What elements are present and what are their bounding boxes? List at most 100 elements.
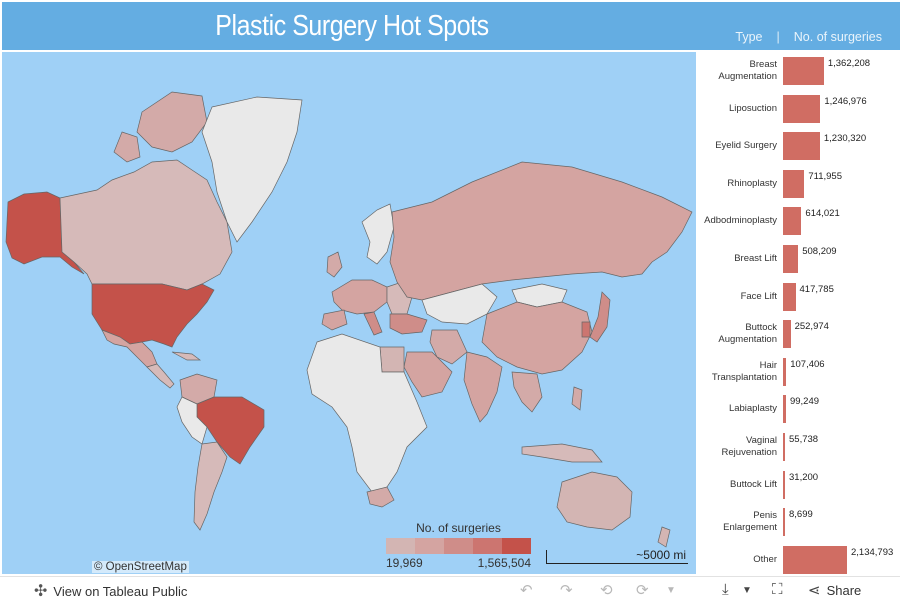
bar-value-label: 614,021 [805,208,840,220]
bar-row[interactable]: Buttock Lift 31,200 [698,466,900,504]
map-region-russia [389,161,693,301]
dashboard-title: Plastic Surgery Hot Spots [215,10,489,42]
bar-mark[interactable] [783,132,820,161]
map-region-south-africa [366,486,395,508]
map-region-argentina-chile [193,441,228,531]
world-map[interactable] [2,52,696,574]
bar-mark[interactable] [783,320,791,349]
map-region-alaska [5,191,85,275]
surgery-type-bar-chart[interactable]: Breast Augmentation 1,362,208 Liposuction 1,… [698,52,900,574]
bar-mark[interactable] [783,169,805,198]
share-label: Share [826,582,862,598]
bar-category-label: Hair Transplantation [711,359,777,383]
bar-value-label: 31,200 [789,471,819,483]
bar-chart-column-headers: Type | No. of surgeries [735,30,882,44]
download-icon[interactable]: ⤓ [722,581,729,598]
bar-value-label: 99,249 [789,396,820,408]
map-region-china [481,301,593,375]
map-region-turkey [389,313,428,335]
map-region-uk [326,251,343,278]
map-region-southeast-asia [511,371,543,413]
refresh-icon[interactable]: ⟳ [636,582,649,599]
legend-swatch-2 [415,538,444,554]
bar-mark[interactable] [783,94,821,123]
bar-mark[interactable] [783,545,847,574]
openstreetmap-attribution[interactable]: © OpenStreetMap [92,561,189,573]
bar-mark[interactable] [783,207,802,236]
bar-value-label: 508,209 [802,246,837,257]
bar-mark[interactable] [783,395,786,424]
bar-mark[interactable] [783,508,785,537]
legend-swatch-4 [473,538,502,554]
refresh-dropdown-icon[interactable]: ▼ [666,585,676,596]
bar-mark[interactable] [783,433,785,461]
map-region-arabia [403,351,453,398]
bar-mark[interactable] [783,470,785,499]
map-region-italy [363,311,383,336]
bar-row[interactable]: Labiaplasty 99,249 [698,390,900,428]
legend-min: 19,969 [386,556,423,570]
bar-value-label: 2,134,793 [851,546,894,558]
bar-row[interactable]: Eyelid Surgery 1,230,320 [698,127,900,165]
map-region-canada [59,159,233,291]
bar-row[interactable]: Hair Transplantation 107,406 [698,353,900,391]
bar-value-label: 55,738 [789,434,819,445]
legend-swatch-3 [444,538,473,554]
map-region-arctic-islands [136,91,208,153]
view-on-tableau-link[interactable]: ✣ View on Tableau Public [34,581,187,601]
bar-value-label: 711,955 [808,170,842,182]
bar-category-label: Other [753,553,777,565]
bar-category-label: Buttock Augmentation [718,322,777,346]
bar-value-label: 417,785 [799,283,834,295]
fullscreen-icon[interactable]: ⛶ [772,581,783,598]
bar-row[interactable]: Breast Augmentation 1,362,208 [698,52,900,90]
bar-row[interactable]: Other 2,134,793 [698,541,900,579]
bar-category-label: Penis Enlargement [723,510,777,534]
type-column-header[interactable]: Type [735,30,763,44]
legend-swatches [386,538,531,554]
map-region-western-europe [331,279,388,315]
download-dropdown-icon[interactable]: ▼ [742,585,752,596]
tableau-toolbar: ✣ View on Tableau Public ↶ ↷ ⟲ ⟳ ▼ ⤓ ▼ ⛶… [0,576,900,602]
bar-mark[interactable] [783,282,796,311]
bar-mark[interactable] [783,357,787,386]
bar-row[interactable]: Breast Lift 508,209 [698,240,900,278]
bar-category-label: Breast Augmentation [718,59,777,82]
world-map-canvas[interactable] [2,52,696,574]
bar-category-label: Vaginal Rejuvenation [721,435,777,458]
bar-mark[interactable] [783,245,799,273]
undo-icon[interactable]: ↶ [520,582,533,599]
map-region-new-zealand [657,526,671,548]
bar-value-label: 107,406 [790,358,825,370]
bar-value-label: 8,699 [789,509,813,521]
bar-row[interactable]: Adbodminoplasty 614,021 [698,202,900,240]
bar-category-label: Adbodminoplasty [704,215,777,227]
share-button[interactable]: ⋖ Share [808,581,861,599]
count-column-header[interactable]: No. of surgeries [793,30,882,44]
bar-row[interactable]: Liposuction 1,246,976 [698,90,900,128]
map-region-india [463,351,503,423]
bar-row[interactable]: Penis Enlargement 8,699 [698,503,900,541]
bar-category-label: Eyelid Surgery [715,140,777,152]
view-on-tableau-label: View on Tableau Public [53,583,188,599]
bar-row[interactable]: Buttock Augmentation 252,974 [698,315,900,353]
bar-row[interactable]: Rhinoplasty 711,955 [698,165,900,203]
bar-value-label: 252,974 [794,321,829,333]
bar-row[interactable]: Vaginal Rejuvenation 55,738 [698,428,900,466]
map-region-africa [306,333,428,493]
bar-category-label: Rhinoplasty [727,177,777,189]
bar-row[interactable]: Face Lift 417,785 [698,278,900,316]
map-region-caribbean [171,351,202,361]
revert-icon[interactable]: ⟲ [600,582,613,599]
map-region-iran [429,329,468,365]
bar-category-label: Buttock Lift [730,478,777,490]
dashboard-header: Plastic Surgery Hot Spots Type | No. of … [2,2,900,50]
bar-mark[interactable] [783,57,824,85]
redo-icon[interactable]: ↷ [560,582,573,599]
column-separator: | [776,30,780,44]
map-region-indonesia [521,443,603,463]
map-region-central-america [146,363,175,389]
legend-swatch-5 [502,538,531,554]
legend-swatch-1 [386,538,415,554]
map-region-japan [589,291,611,343]
